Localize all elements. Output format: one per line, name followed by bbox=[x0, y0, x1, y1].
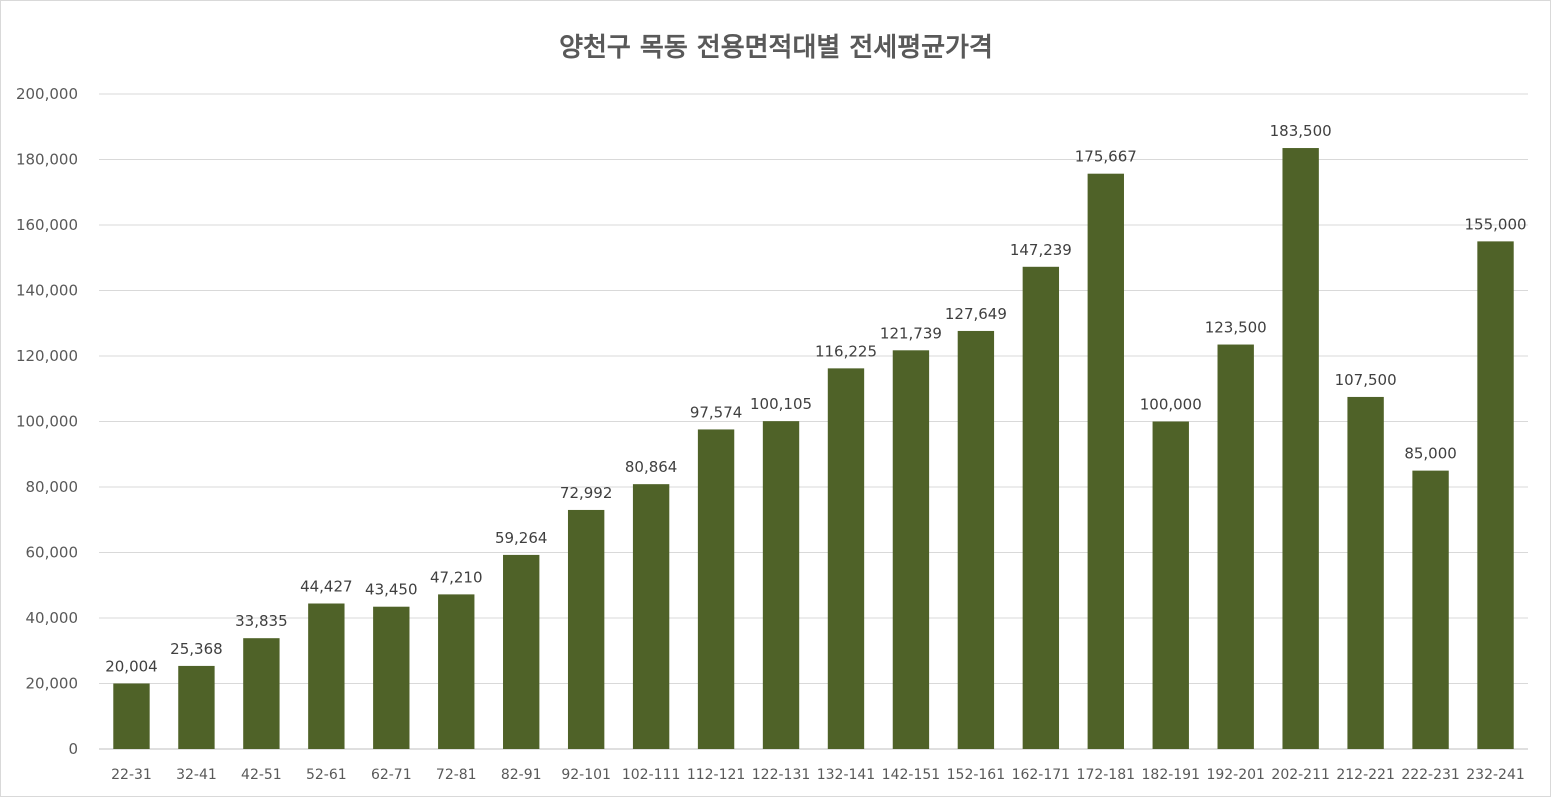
x-tick-label: 222-231 bbox=[1401, 767, 1460, 783]
y-tick-label: 200,000 bbox=[16, 85, 78, 103]
bar bbox=[762, 421, 800, 749]
bar bbox=[503, 554, 540, 749]
y-axis-ticks: 0 20,000 40,000 60,000 80,000 100,000 120,000 1… bbox=[16, 85, 78, 758]
y-tick-label: 60,000 bbox=[26, 544, 79, 562]
bar bbox=[373, 606, 410, 749]
bar bbox=[308, 603, 345, 749]
data-label: 97,574 bbox=[690, 403, 743, 421]
x-tick-label: 182-191 bbox=[1142, 767, 1201, 783]
bar bbox=[1022, 266, 1060, 749]
y-tick-label: 120,000 bbox=[16, 347, 78, 365]
data-label: 20,004 bbox=[105, 657, 158, 675]
data-label: 33,835 bbox=[235, 612, 288, 630]
data-label: 72,992 bbox=[560, 484, 613, 502]
x-tick-label: 32-41 bbox=[176, 767, 217, 783]
x-axis-ticks: 22-31 32-41 42-51 52-61 62-71 72-81 82-91 92-10… bbox=[111, 767, 1525, 783]
data-label: 155,000 bbox=[1465, 215, 1527, 233]
bar bbox=[1477, 241, 1514, 749]
y-tick-label: 100,000 bbox=[16, 413, 78, 431]
data-label: 80,864 bbox=[625, 458, 678, 476]
x-tick-label: 42-51 bbox=[241, 767, 282, 783]
y-tick-label: 180,000 bbox=[16, 151, 78, 169]
x-tick-label: 72-81 bbox=[436, 767, 477, 783]
bar bbox=[567, 509, 605, 749]
bar bbox=[1282, 148, 1319, 750]
x-tick-label: 22-31 bbox=[111, 767, 152, 783]
data-label: 116,225 bbox=[815, 342, 877, 360]
bar bbox=[243, 638, 280, 749]
x-tick-label: 162-171 bbox=[1012, 767, 1071, 783]
y-tick-label: 140,000 bbox=[16, 282, 78, 300]
y-tick-label: 40,000 bbox=[26, 609, 79, 627]
x-tick-label: 112-121 bbox=[687, 767, 746, 783]
y-tick-label: 160,000 bbox=[16, 216, 78, 234]
data-label: 175,667 bbox=[1075, 148, 1137, 166]
bar bbox=[697, 429, 735, 749]
y-tick-label: 80,000 bbox=[26, 478, 79, 496]
bar bbox=[892, 350, 930, 749]
bar bbox=[178, 665, 215, 749]
x-tick-label: 82-91 bbox=[501, 767, 542, 783]
data-labels: 20,004 25,368 33,835 44,427 43,450 47,210 59,2… bbox=[105, 122, 1526, 675]
x-tick-label: 202-211 bbox=[1271, 767, 1330, 783]
bar bbox=[1412, 470, 1449, 749]
x-tick-label: 102-111 bbox=[622, 767, 681, 783]
data-label: 59,264 bbox=[495, 529, 548, 547]
x-tick-label: 142-151 bbox=[882, 767, 941, 783]
bar bbox=[113, 683, 150, 749]
bar bbox=[827, 368, 865, 749]
data-label: 100,000 bbox=[1140, 396, 1202, 414]
x-tick-label: 232-241 bbox=[1466, 767, 1525, 783]
x-tick-label: 212-221 bbox=[1336, 767, 1395, 783]
x-tick-label: 52-61 bbox=[306, 767, 347, 783]
data-label: 107,500 bbox=[1335, 371, 1397, 389]
x-tick-label: 152-161 bbox=[947, 767, 1006, 783]
x-tick-label: 92-101 bbox=[561, 767, 611, 783]
y-tick-label: 20,000 bbox=[26, 675, 79, 693]
data-label: 25,368 bbox=[170, 640, 223, 658]
bars bbox=[113, 148, 1514, 750]
bar bbox=[1217, 344, 1254, 749]
bar bbox=[957, 330, 995, 749]
bar bbox=[1347, 396, 1384, 749]
data-label: 100,105 bbox=[750, 395, 812, 413]
x-tick-label: 122-131 bbox=[752, 767, 811, 783]
data-label: 123,500 bbox=[1205, 319, 1267, 337]
bar bbox=[632, 484, 670, 749]
chart-title: 양천구 목동 전용면적대별 전세평균가격 bbox=[559, 33, 993, 63]
y-tick-label: 0 bbox=[68, 740, 78, 758]
data-label: 43,450 bbox=[365, 581, 418, 599]
data-label: 183,500 bbox=[1270, 122, 1332, 140]
data-label: 121,739 bbox=[880, 324, 942, 342]
data-label: 127,649 bbox=[945, 305, 1007, 323]
x-tick-label: 192-201 bbox=[1206, 767, 1265, 783]
data-label: 47,210 bbox=[430, 568, 483, 586]
bar bbox=[438, 594, 475, 749]
x-tick-label: 62-71 bbox=[371, 767, 412, 783]
bar bbox=[1152, 421, 1189, 749]
data-label: 85,000 bbox=[1404, 445, 1457, 463]
x-tick-label: 172-181 bbox=[1077, 767, 1136, 783]
x-tick-label: 132-141 bbox=[817, 767, 876, 783]
data-label: 44,427 bbox=[300, 578, 353, 596]
bar bbox=[1087, 173, 1124, 750]
data-label: 147,239 bbox=[1010, 241, 1072, 259]
